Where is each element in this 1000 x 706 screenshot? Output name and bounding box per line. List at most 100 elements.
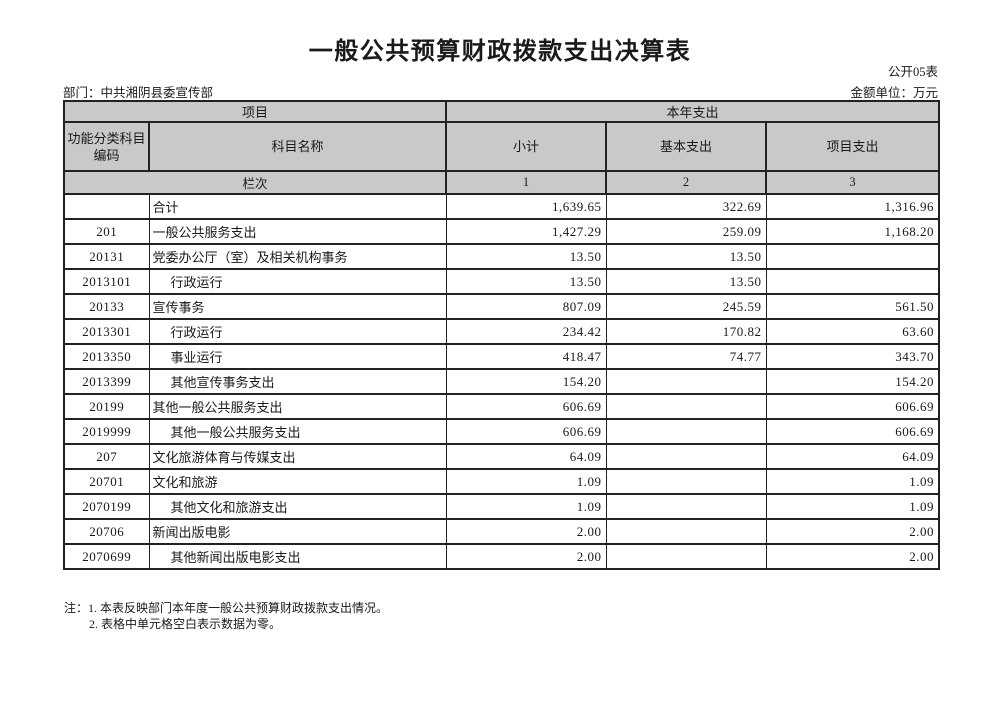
- table-row: 201 一般公共服务支出 1,427.29 259.09 1,168.20: [63, 218, 940, 245]
- header-lanci-row: 栏次 1 2 3: [62, 170, 941, 195]
- row-code-cell: [63, 193, 150, 220]
- header-col-num-1: 1: [445, 170, 608, 195]
- form-code-label: 公开05表: [887, 65, 938, 79]
- row-basic-cell: [605, 418, 767, 445]
- header-function-code: 功能分类科目 编码: [63, 121, 150, 172]
- row-subtotal-cell: 606.69: [445, 393, 607, 420]
- row-subtotal-cell: 13.50: [445, 268, 607, 295]
- table-row: 2013399 其他宣传事务支出 154.20 154.20: [63, 368, 940, 395]
- table-row: 2013350 事业运行 418.47 74.77 343.70: [63, 343, 940, 370]
- row-name-cell: 行政运行: [148, 318, 447, 345]
- row-project-cell: 64.09: [765, 443, 940, 470]
- table-row: 2070699 其他新闻出版电影支出 2.00 2.00: [63, 543, 940, 570]
- header-group-row: 项目 本年支出: [62, 100, 941, 123]
- row-code-cell: 2013350: [63, 343, 150, 370]
- row-subtotal-cell: 1,639.65: [445, 193, 607, 220]
- row-project-cell: 2.00: [765, 543, 940, 570]
- row-name-cell: 宣传事务: [148, 293, 447, 320]
- row-basic-cell: 13.50: [605, 243, 767, 270]
- row-basic-cell: 322.69: [605, 193, 767, 220]
- page-title: 一般公共预算财政拨款支出决算表: [308, 39, 692, 65]
- row-project-cell: 606.69: [765, 393, 940, 420]
- row-code-cell: 207: [63, 443, 150, 470]
- row-subtotal-cell: 418.47: [445, 343, 607, 370]
- table-row: 2013101 行政运行 13.50 13.50: [63, 268, 940, 295]
- row-project-cell: [765, 268, 940, 295]
- row-subtotal-cell: 1.09: [445, 468, 607, 495]
- header-subject-name: 科目名称: [147, 121, 448, 172]
- row-basic-cell: [605, 468, 767, 495]
- row-name-cell: 其他一般公共服务支出: [148, 393, 447, 420]
- header-columns-row: 功能分类科目 编码 科目名称 小计 基本支出 项目支出: [63, 121, 941, 172]
- row-basic-cell: [605, 493, 767, 520]
- row-project-cell: [765, 243, 940, 270]
- row-code-cell: 20199: [63, 393, 150, 420]
- table-row: 20131 党委办公厅（室）及相关机构事务 13.50 13.50: [63, 243, 940, 270]
- row-code-cell: 201: [63, 218, 150, 245]
- row-code-cell: 20701: [63, 468, 150, 495]
- row-code-cell: 2070699: [63, 543, 150, 570]
- row-name-cell: 其他文化和旅游支出: [148, 493, 447, 520]
- header-year-group: 本年支出: [445, 100, 941, 123]
- row-code-cell: 20131: [63, 243, 150, 270]
- row-project-cell: 343.70: [765, 343, 940, 370]
- footnote-prefix: 注：: [64, 601, 89, 615]
- row-code-cell: 2013301: [63, 318, 150, 345]
- row-basic-cell: [605, 393, 767, 420]
- row-subtotal-cell: 1,427.29: [445, 218, 607, 245]
- row-code-cell: 20706: [63, 518, 150, 545]
- table-row: 20706 新闻出版电影 2.00 2.00: [63, 518, 940, 545]
- budget-table: 项目 本年支出 功能分类科目 编码 科目名称 小计 基本支出 项目支出 栏次 1 …: [62, 100, 941, 570]
- row-basic-cell: 259.09: [605, 218, 767, 245]
- table-row: 2070199 其他文化和旅游支出 1.09 1.09: [63, 493, 940, 520]
- table-row: 合计 1,639.65 322.69 1,316.96: [63, 193, 940, 220]
- row-project-cell: 561.50: [765, 293, 940, 320]
- header-function-code-line1: 功能分类科目: [67, 130, 146, 146]
- row-name-cell: 文化旅游体育与传媒支出: [148, 443, 447, 470]
- row-name-cell: 其他宣传事务支出: [148, 368, 447, 395]
- footnotes: 注：1. 本表反映部门本年度一般公共预算财政拨款支出情况。 2. 表格中单元格空…: [64, 600, 388, 632]
- row-subtotal-cell: 234.42: [445, 318, 607, 345]
- row-subtotal-cell: 2.00: [445, 518, 607, 545]
- row-name-cell: 行政运行: [148, 268, 447, 295]
- row-name-cell: 合计: [148, 193, 447, 220]
- row-name-cell: 事业运行: [148, 343, 447, 370]
- row-basic-cell: 170.82: [605, 318, 767, 345]
- table-row: 2019999 其他一般公共服务支出 606.69 606.69: [63, 418, 940, 445]
- row-name-cell: 其他新闻出版电影支出: [148, 543, 447, 570]
- row-basic-cell: [605, 543, 767, 570]
- row-project-cell: 606.69: [765, 418, 940, 445]
- row-subtotal-cell: 64.09: [445, 443, 607, 470]
- row-name-cell: 文化和旅游: [148, 468, 447, 495]
- row-name-cell: 一般公共服务支出: [148, 218, 447, 245]
- row-name-cell: 新闻出版电影: [148, 518, 447, 545]
- table-row: 20701 文化和旅游 1.09 1.09: [63, 468, 940, 495]
- row-basic-cell: 74.77: [605, 343, 767, 370]
- row-basic-cell: [605, 443, 767, 470]
- row-name-cell: 党委办公厅（室）及相关机构事务: [148, 243, 447, 270]
- footnote-text-1: 1. 本表反映部门本年度一般公共预算财政拨款支出情况。: [88, 601, 389, 615]
- footnote-line-2: 2. 表格中单元格空白表示数据为零。: [89, 617, 282, 631]
- row-code-cell: 2070199: [63, 493, 150, 520]
- table-row: 207 文化旅游体育与传媒支出 64.09 64.09: [63, 443, 940, 470]
- row-code-cell: 2013399: [63, 368, 150, 395]
- row-subtotal-cell: 13.50: [445, 243, 607, 270]
- row-name-cell: 其他一般公共服务支出: [148, 418, 447, 445]
- row-code-cell: 20133: [63, 293, 150, 320]
- row-project-cell: 2.00: [765, 518, 940, 545]
- header-col-num-2: 2: [605, 170, 768, 195]
- header-col-num-3: 3: [765, 170, 941, 195]
- row-subtotal-cell: 2.00: [445, 543, 607, 570]
- row-basic-cell: [605, 518, 767, 545]
- header-project-expense: 项目支出: [765, 121, 941, 172]
- row-code-cell: 2013101: [63, 268, 150, 295]
- row-subtotal-cell: 1.09: [445, 493, 607, 520]
- row-basic-cell: [605, 368, 767, 395]
- row-code-cell: 2019999: [63, 418, 150, 445]
- table-body: 合计 1,639.65 322.69 1,316.96 201 一般公共服务支出 1,427…: [63, 193, 940, 570]
- row-project-cell: 1,316.96: [765, 193, 940, 220]
- row-basic-cell: 13.50: [605, 268, 767, 295]
- table-row: 2013301 行政运行 234.42 170.82 63.60: [63, 318, 940, 345]
- footnote-line-1: 注：1. 本表反映部门本年度一般公共预算财政拨款支出情况。: [64, 600, 388, 616]
